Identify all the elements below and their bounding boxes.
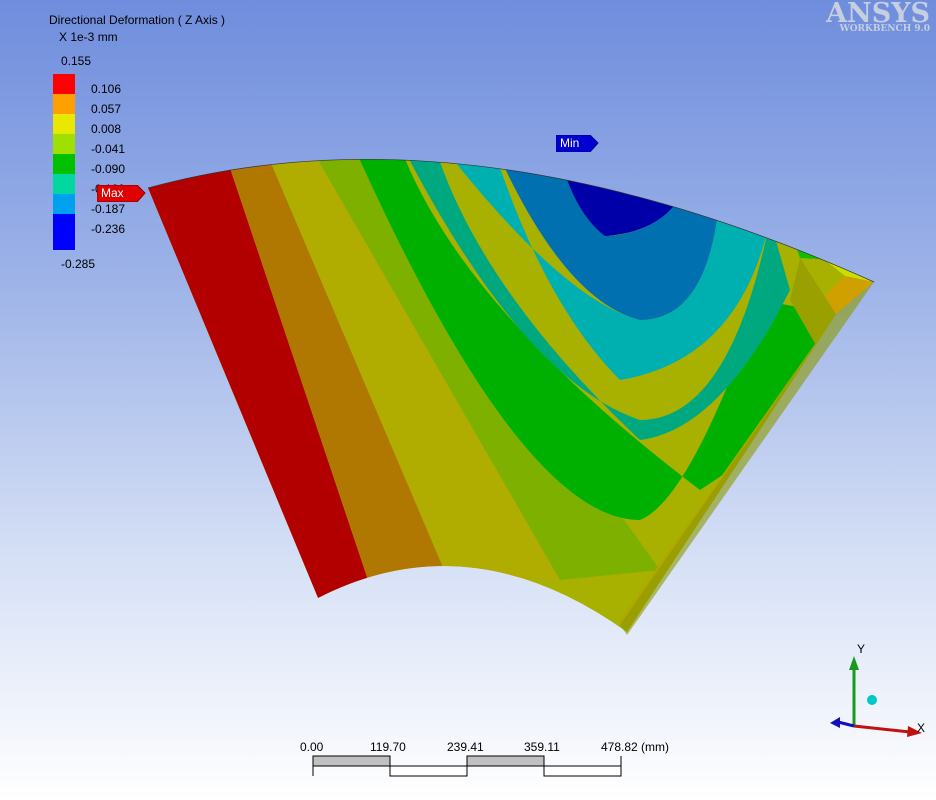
ansys-logo: ANSYS WORKBENCH 9.0 [826,0,930,34]
legend-swatch [53,74,75,94]
axis-triad[interactable] [826,640,936,750]
legend-level: -0.187 [91,202,126,216]
logo-text: ANSYS [826,0,930,29]
legend-max-value: 0.155 [61,54,92,68]
legend-swatch [53,94,75,114]
legend-swatch [53,194,75,214]
legend-units: X 1e-3 mm [59,30,118,44]
logo-product: WORKBENCH 9.0 [839,24,930,34]
y-axis-label: Y [857,642,866,656]
scale-tick: 0.00 [300,740,324,754]
deformation-contour-model [147,158,875,635]
max-probe-tag[interactable]: Max [97,185,146,202]
min-probe-tag[interactable]: Min [556,135,602,152]
legend-level: 0.008 [91,122,122,136]
scale-bar [312,755,622,777]
min-probe-label: Min [560,136,580,150]
legend-swatch [53,134,75,154]
legend-swatch [53,114,75,134]
scale-tick: 239.41 [447,740,484,754]
legend-level: 0.106 [91,82,122,96]
legend-level: 0.057 [91,102,122,116]
scale-tick: 119.70 [370,740,406,754]
scale-tick: 478.82 (mm) [601,740,670,754]
max-probe-label: Max [101,186,124,200]
legend-level: -0.041 [91,142,126,156]
legend-swatch [53,174,75,194]
legend-swatch [53,154,75,174]
x-axis-label: X [917,721,926,735]
legend-level: -0.236 [91,222,126,236]
legend-title: Directional Deformation ( Z Axis ) [49,13,226,27]
legend-level: -0.090 [91,162,126,176]
scale-tick: 359.11 [524,740,560,754]
legend-swatch [53,214,75,250]
legend-min-value: -0.285 [61,257,96,271]
